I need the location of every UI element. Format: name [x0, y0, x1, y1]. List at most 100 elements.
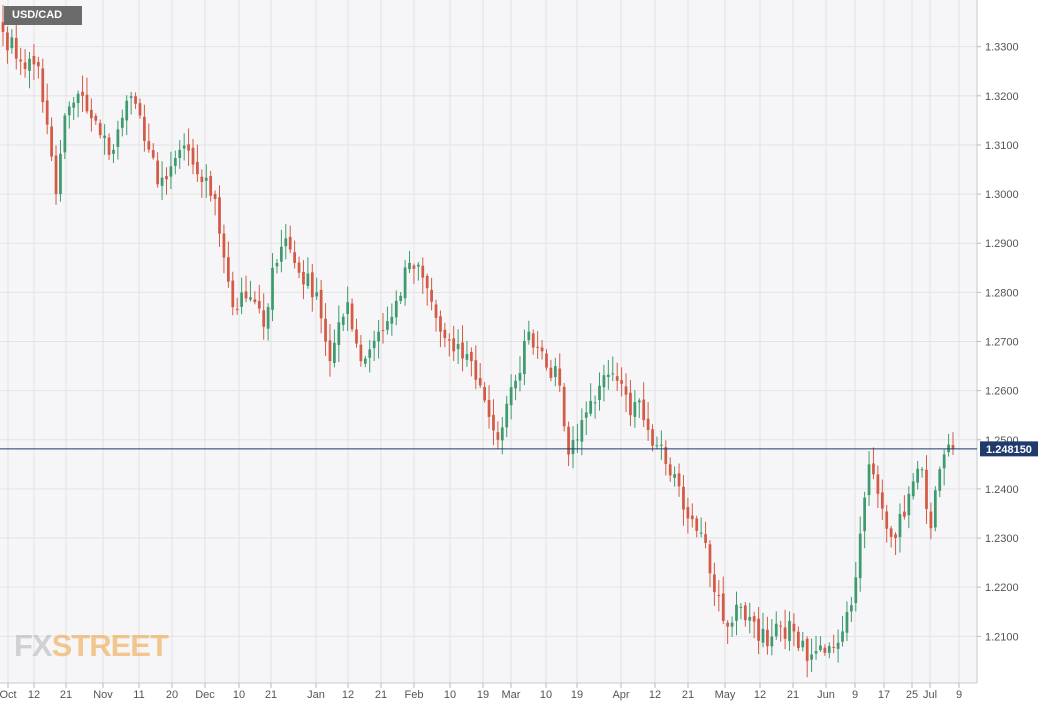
candle-body — [850, 605, 853, 612]
candle-body — [324, 318, 327, 342]
candle-body — [200, 176, 204, 183]
candle-body — [726, 622, 730, 627]
candle-up — [660, 430, 663, 461]
candle-down — [832, 634, 836, 654]
y-tick-label: 1.3000 — [985, 189, 1019, 201]
candle-down — [293, 240, 296, 269]
candle-body — [620, 380, 623, 384]
candle-up — [76, 90, 80, 118]
candle-body — [346, 302, 350, 315]
x-tick-label: 9 — [956, 689, 962, 701]
candle-up — [589, 383, 593, 417]
candle-down — [889, 525, 893, 548]
candle-down — [143, 104, 146, 152]
candle-down — [200, 169, 204, 198]
y-tick-label: 1.3200 — [985, 91, 1019, 103]
candle-down — [562, 383, 566, 432]
candle-body — [14, 37, 18, 59]
candle-down — [85, 77, 89, 114]
candle-down — [151, 143, 155, 160]
candle-body — [138, 103, 142, 116]
candle-body — [867, 464, 871, 496]
candle-body — [576, 439, 579, 441]
candle-body — [209, 176, 213, 196]
candle-down — [138, 98, 142, 119]
candle-down — [231, 271, 235, 316]
candle-up — [465, 340, 469, 367]
candle-body — [792, 623, 796, 632]
candle-body — [951, 445, 955, 449]
candle-body — [143, 116, 146, 142]
candle-down — [14, 22, 18, 70]
candle-down — [430, 277, 433, 311]
candle-up — [249, 280, 252, 302]
candle-down — [461, 325, 464, 372]
x-tick-label: Jun — [817, 689, 835, 701]
candle-up — [580, 408, 584, 456]
candle-down — [443, 322, 447, 348]
candle-body — [363, 358, 367, 364]
candle-up — [178, 140, 182, 169]
candle-body — [425, 275, 429, 289]
candle-body — [90, 109, 93, 119]
candle-up — [160, 161, 164, 201]
candle-body — [235, 308, 239, 310]
candle-down — [324, 303, 327, 357]
candle-body — [889, 528, 893, 537]
candle-up — [637, 398, 641, 418]
candle-body — [761, 628, 765, 643]
candle-body — [739, 606, 743, 608]
candle-up — [942, 449, 946, 486]
candle-body — [288, 236, 292, 250]
candle-down — [478, 363, 482, 389]
y-tick-label: 1.2900 — [985, 238, 1019, 250]
candle-up — [863, 491, 866, 549]
x-tick-label: 21 — [265, 689, 277, 701]
candle-up — [315, 277, 319, 300]
candle-down — [381, 312, 385, 344]
candle-body — [226, 257, 230, 282]
candle-down — [558, 353, 562, 392]
candle-body — [540, 347, 544, 352]
grid — [0, 0, 977, 683]
candle-body — [297, 262, 301, 273]
candle-body — [315, 292, 319, 297]
candle-down — [421, 257, 425, 294]
candle-down — [766, 616, 769, 655]
candles — [1, 5, 955, 678]
candle-up — [386, 306, 389, 335]
candle-body — [262, 310, 266, 327]
candle-body — [505, 403, 509, 428]
x-tick-label: 12 — [649, 689, 661, 701]
candle-down — [545, 349, 548, 371]
candle-down — [876, 465, 880, 508]
candle-body — [85, 94, 89, 112]
candle-body — [699, 532, 703, 534]
candle-body — [151, 150, 155, 158]
candle-body — [611, 373, 615, 375]
candle-body — [399, 295, 403, 301]
candle-down — [319, 280, 323, 334]
candle-up — [182, 133, 186, 161]
y-tick-label: 1.3300 — [985, 42, 1019, 54]
candle-body — [107, 137, 111, 155]
candle-down — [19, 47, 23, 75]
candle-body — [103, 135, 106, 139]
candle-body — [160, 177, 164, 186]
x-tick-label: Feb — [405, 689, 424, 701]
price-badge-label: 1.248150 — [986, 444, 1032, 456]
candle-body — [403, 267, 407, 299]
candle-up — [761, 612, 765, 648]
candle-body — [695, 518, 699, 531]
candle-body — [788, 620, 791, 641]
candle-body — [474, 360, 478, 380]
candle-up — [266, 303, 270, 341]
candle-body — [465, 354, 469, 360]
candle-up — [827, 642, 831, 659]
candle-body — [23, 62, 27, 70]
candle-body — [306, 273, 310, 286]
candle-body — [178, 149, 182, 158]
candle-down — [690, 503, 694, 528]
candle-up — [933, 486, 937, 532]
candle-down — [487, 385, 491, 429]
